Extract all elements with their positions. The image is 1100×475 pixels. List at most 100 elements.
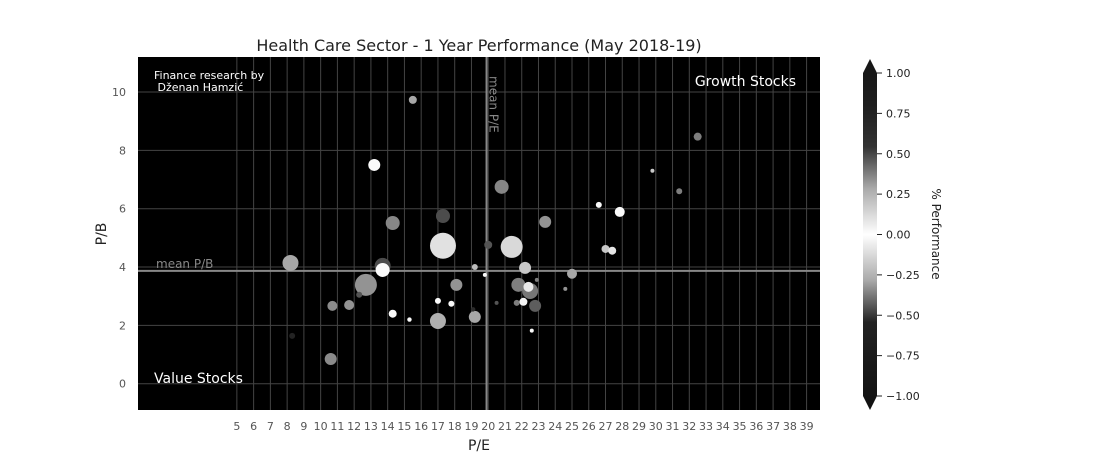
- data-point: [448, 300, 455, 307]
- credit-line-1: Finance research by: [154, 69, 265, 82]
- colorbar-tick-label: −1.00: [886, 390, 920, 403]
- data-point: [494, 179, 509, 194]
- credit-line-2: Dženan Hamzić: [154, 81, 243, 94]
- data-point: [450, 278, 463, 291]
- data-point: [388, 309, 397, 318]
- x-tick-label: 23: [531, 420, 545, 433]
- data-point: [282, 254, 299, 271]
- data-point: [529, 328, 534, 333]
- x-tick-label: 10: [314, 420, 328, 433]
- x-tick-label: 6: [250, 420, 257, 433]
- data-point: [368, 158, 381, 171]
- data-point: [324, 352, 337, 365]
- chart-title: Health Care Sector - 1 Year Performance …: [256, 36, 701, 55]
- x-tick-label: 14: [381, 420, 395, 433]
- colorbar: 1.00 0.75 0.50 0.25 0.00 −0.25 −0.50 −0.75 −1.00…: [863, 59, 943, 410]
- data-point: [482, 272, 487, 277]
- data-point: [434, 297, 441, 304]
- x-tick-label: 21: [498, 420, 512, 433]
- data-point: [523, 281, 534, 292]
- y-tick-label: 10: [112, 86, 126, 99]
- y-ticks: 0 2 4 6 8 10: [112, 86, 126, 391]
- x-axis-label: P/E: [468, 438, 490, 454]
- x-tick-label: 18: [448, 420, 462, 433]
- y-tick-label: 6: [119, 203, 126, 216]
- y-tick-label: 0: [119, 378, 126, 391]
- data-point: [534, 277, 539, 282]
- x-tick-label: 26: [582, 420, 596, 433]
- data-point: [693, 132, 702, 141]
- value-stocks-label: Value Stocks: [154, 371, 243, 387]
- x-tick-label: 27: [599, 420, 613, 433]
- colorbar-bar: [863, 59, 877, 410]
- data-point: [529, 299, 542, 312]
- data-point: [567, 268, 577, 279]
- data-point: [470, 307, 476, 312]
- x-tick-label: 37: [766, 420, 780, 433]
- x-tick-label: 22: [515, 420, 529, 433]
- data-point: [356, 291, 363, 298]
- data-point: [539, 215, 552, 228]
- x-tick-label: 25: [565, 420, 579, 433]
- colorbar-tick-label: 1.00: [886, 67, 911, 80]
- data-point: [408, 95, 417, 104]
- data-point: [513, 299, 520, 306]
- data-point: [385, 215, 400, 230]
- colorbar-label: % Performance: [929, 188, 943, 279]
- x-tick-label: 28: [615, 420, 629, 433]
- data-point: [484, 240, 493, 249]
- colorbar-tick-label: 0.50: [886, 148, 911, 161]
- x-tick-label: 17: [431, 420, 445, 433]
- x-tick-label: 5: [233, 420, 240, 433]
- data-point: [354, 273, 377, 296]
- data-point: [429, 232, 456, 259]
- y-tick-label: 2: [119, 319, 126, 332]
- mean-pb-label: mean P/B: [156, 257, 213, 271]
- data-point: [407, 317, 412, 322]
- colorbar-tick-label: −0.25: [886, 269, 920, 282]
- x-tick-label: 11: [330, 420, 344, 433]
- colorbar-tick-label: 0.75: [886, 107, 911, 120]
- x-tick-label: 9: [300, 420, 307, 433]
- x-tick-label: 30: [649, 420, 663, 433]
- x-tick-label: 39: [800, 420, 814, 433]
- data-point: [614, 206, 625, 217]
- data-point: [494, 300, 499, 305]
- growth-stocks-label: Growth Stocks: [695, 74, 796, 90]
- grid-lines: [138, 57, 820, 410]
- data-point: [601, 244, 610, 253]
- mean-lines: mean P/E mean P/B: [138, 57, 820, 410]
- plot-area: [138, 57, 820, 410]
- data-point: [468, 310, 481, 323]
- x-tick-label: 32: [682, 420, 696, 433]
- data-point: [608, 246, 617, 255]
- x-tick-label: 16: [414, 420, 428, 433]
- data-point: [471, 264, 478, 271]
- data-points: [282, 95, 702, 365]
- x-tick-label: 35: [733, 420, 747, 433]
- data-point: [563, 286, 568, 291]
- data-point: [344, 299, 355, 310]
- x-tick-label: 12: [347, 420, 361, 433]
- x-tick-label: 24: [548, 420, 562, 433]
- data-point: [327, 300, 338, 311]
- x-tick-label: 19: [464, 420, 478, 433]
- y-tick-label: 4: [119, 261, 126, 274]
- x-tick-label: 20: [481, 420, 495, 433]
- colorbar-ticks: 1.00 0.75 0.50 0.25 0.00 −0.25 −0.50 −0.75 −1.00: [877, 67, 920, 403]
- x-ticks: 5 6 7 8 9 10 11 12 13 14 15 16 17 18 19 20 21 22 23 24 25 26 2…: [233, 420, 813, 433]
- x-tick-label: 31: [666, 420, 680, 433]
- data-point: [519, 261, 532, 274]
- data-point: [500, 235, 523, 258]
- x-tick-label: 33: [699, 420, 713, 433]
- colorbar-tick-label: 0.00: [886, 229, 911, 242]
- x-tick-label: 13: [364, 420, 378, 433]
- y-tick-label: 8: [119, 144, 126, 157]
- data-point: [375, 262, 390, 277]
- colorbar-tick-label: −0.75: [886, 350, 920, 363]
- x-tick-label: 7: [267, 420, 274, 433]
- x-tick-label: 38: [783, 420, 797, 433]
- colorbar-tick-label: 0.25: [886, 188, 911, 201]
- x-tick-label: 8: [284, 420, 291, 433]
